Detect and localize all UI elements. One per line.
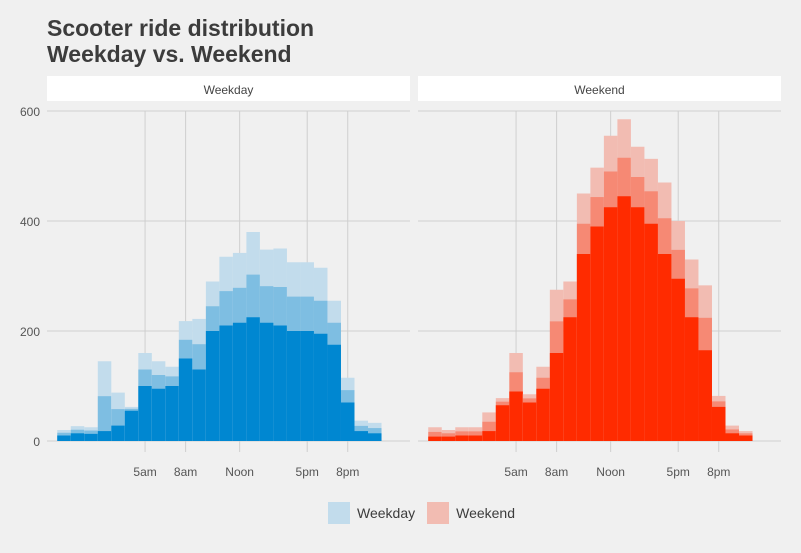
bar-core-weekday-20 (327, 344, 341, 441)
x-tick-label-weekday-noon: Noon (225, 465, 254, 479)
bar-core-weekday-9 (178, 358, 193, 441)
bar-core-weekday-14 (246, 317, 260, 441)
y-tick-label-0: 0 (33, 435, 40, 449)
bar-core-weekday-21 (340, 402, 355, 441)
x-tick-label-weekend-5am: 5am (504, 465, 527, 479)
bar-core-weekday-8 (165, 386, 179, 441)
x-tick-label-weekday-5am: 5am (133, 465, 156, 479)
bar-core-weekday-3 (97, 431, 112, 441)
bar-core-weekend-3 (468, 435, 483, 441)
bar-max-weekday-3 (97, 361, 112, 441)
bar-core-weekend-0 (428, 436, 442, 441)
bar-core-weekday-5 (124, 410, 139, 441)
bar-core-weekday-23 (368, 433, 382, 441)
bar-core-weekend-1 (441, 436, 456, 441)
bar-max-weekend-1 (441, 430, 456, 441)
bar-core-weekday-15 (259, 322, 274, 441)
legend-item-weekday: Weekday (328, 502, 415, 524)
bar-core-weekday-17 (286, 331, 301, 441)
bar-core-weekday-13 (232, 322, 247, 441)
legend-item-weekend: Weekend (427, 502, 515, 524)
bar-core-weekend-19 (684, 317, 699, 441)
bar-core-weekend-20 (698, 350, 712, 441)
x-tick-label-weekend-8am: 8am (545, 465, 568, 479)
bar-core-weekend-8 (536, 388, 550, 441)
strip-label-weekday: Weekday (204, 83, 254, 97)
bar-core-weekday-7 (151, 388, 166, 441)
bar-core-weekend-12 (590, 226, 604, 441)
bar-core-weekday-1 (70, 433, 85, 441)
x-tick-label-weekend-5pm: 5pm (667, 465, 690, 479)
bar-core-weekend-10 (563, 317, 577, 441)
bar-core-weekday-10 (192, 369, 206, 441)
bar-core-weekday-11 (205, 331, 220, 441)
bar-core-weekday-6 (138, 386, 152, 441)
x-tick-label-weekend-8pm: 8pm (707, 465, 730, 479)
bar-core-weekend-14 (617, 196, 631, 441)
strip-weekday (47, 76, 410, 101)
chart-title-line-1: Scooter ride distribution (47, 15, 315, 41)
y-tick-label-400: 400 (20, 215, 40, 229)
bar-core-weekday-16 (273, 325, 287, 441)
bar-core-weekend-5 (495, 405, 510, 441)
bar-core-weekday-22 (354, 431, 369, 441)
bar-core-weekend-18 (671, 278, 685, 441)
bar-core-weekday-2 (84, 433, 98, 441)
bar-core-weekend-9 (549, 353, 564, 441)
bar-core-weekday-0 (57, 435, 71, 441)
bar-core-weekday-18 (300, 331, 314, 441)
bar-core-weekend-7 (522, 402, 537, 441)
bar-core-weekend-17 (657, 254, 672, 441)
bar-core-weekend-13 (603, 207, 618, 441)
bar-mid-weekend-0 (428, 431, 442, 441)
strip-label-weekend: Weekend (574, 83, 624, 97)
legend-swatch-weekday (328, 502, 350, 524)
bar-core-weekend-11 (576, 254, 591, 441)
legend-swatch-weekend (427, 502, 450, 524)
bar-core-weekend-21 (711, 406, 726, 441)
bar-core-weekday-4 (111, 425, 125, 441)
bar-core-weekend-6 (509, 391, 523, 441)
bar-core-weekend-4 (482, 431, 496, 441)
bar-core-weekend-15 (630, 207, 645, 441)
bar-core-weekday-12 (219, 325, 233, 441)
x-tick-label-weekday-8pm: 8pm (336, 465, 359, 479)
bar-core-weekend-22 (725, 433, 740, 441)
bar-mid-weekday-3 (97, 396, 112, 441)
chart-title: Scooter ride distribution Weekday vs. We… (47, 15, 314, 67)
y-tick-label-200: 200 (20, 325, 40, 339)
x-tick-label-weekend-noon: Noon (596, 465, 625, 479)
x-tick-label-weekday-8am: 8am (174, 465, 197, 479)
strip-weekend (418, 76, 781, 101)
legend-label-weekend: Weekend (456, 505, 516, 521)
x-tick-label-weekday-5pm: 5pm (296, 465, 319, 479)
bar-core-weekend-23 (739, 435, 753, 441)
y-tick-label-600: 600 (20, 105, 40, 119)
bar-core-weekend-2 (455, 435, 469, 441)
legend: Weekday Weekend (328, 502, 527, 524)
bar-core-weekend-16 (644, 223, 658, 441)
bar-core-weekday-19 (313, 333, 328, 441)
chart-title-line-2: Weekday vs. Weekend (47, 41, 292, 67)
legend-label-weekday: Weekday (357, 505, 416, 521)
